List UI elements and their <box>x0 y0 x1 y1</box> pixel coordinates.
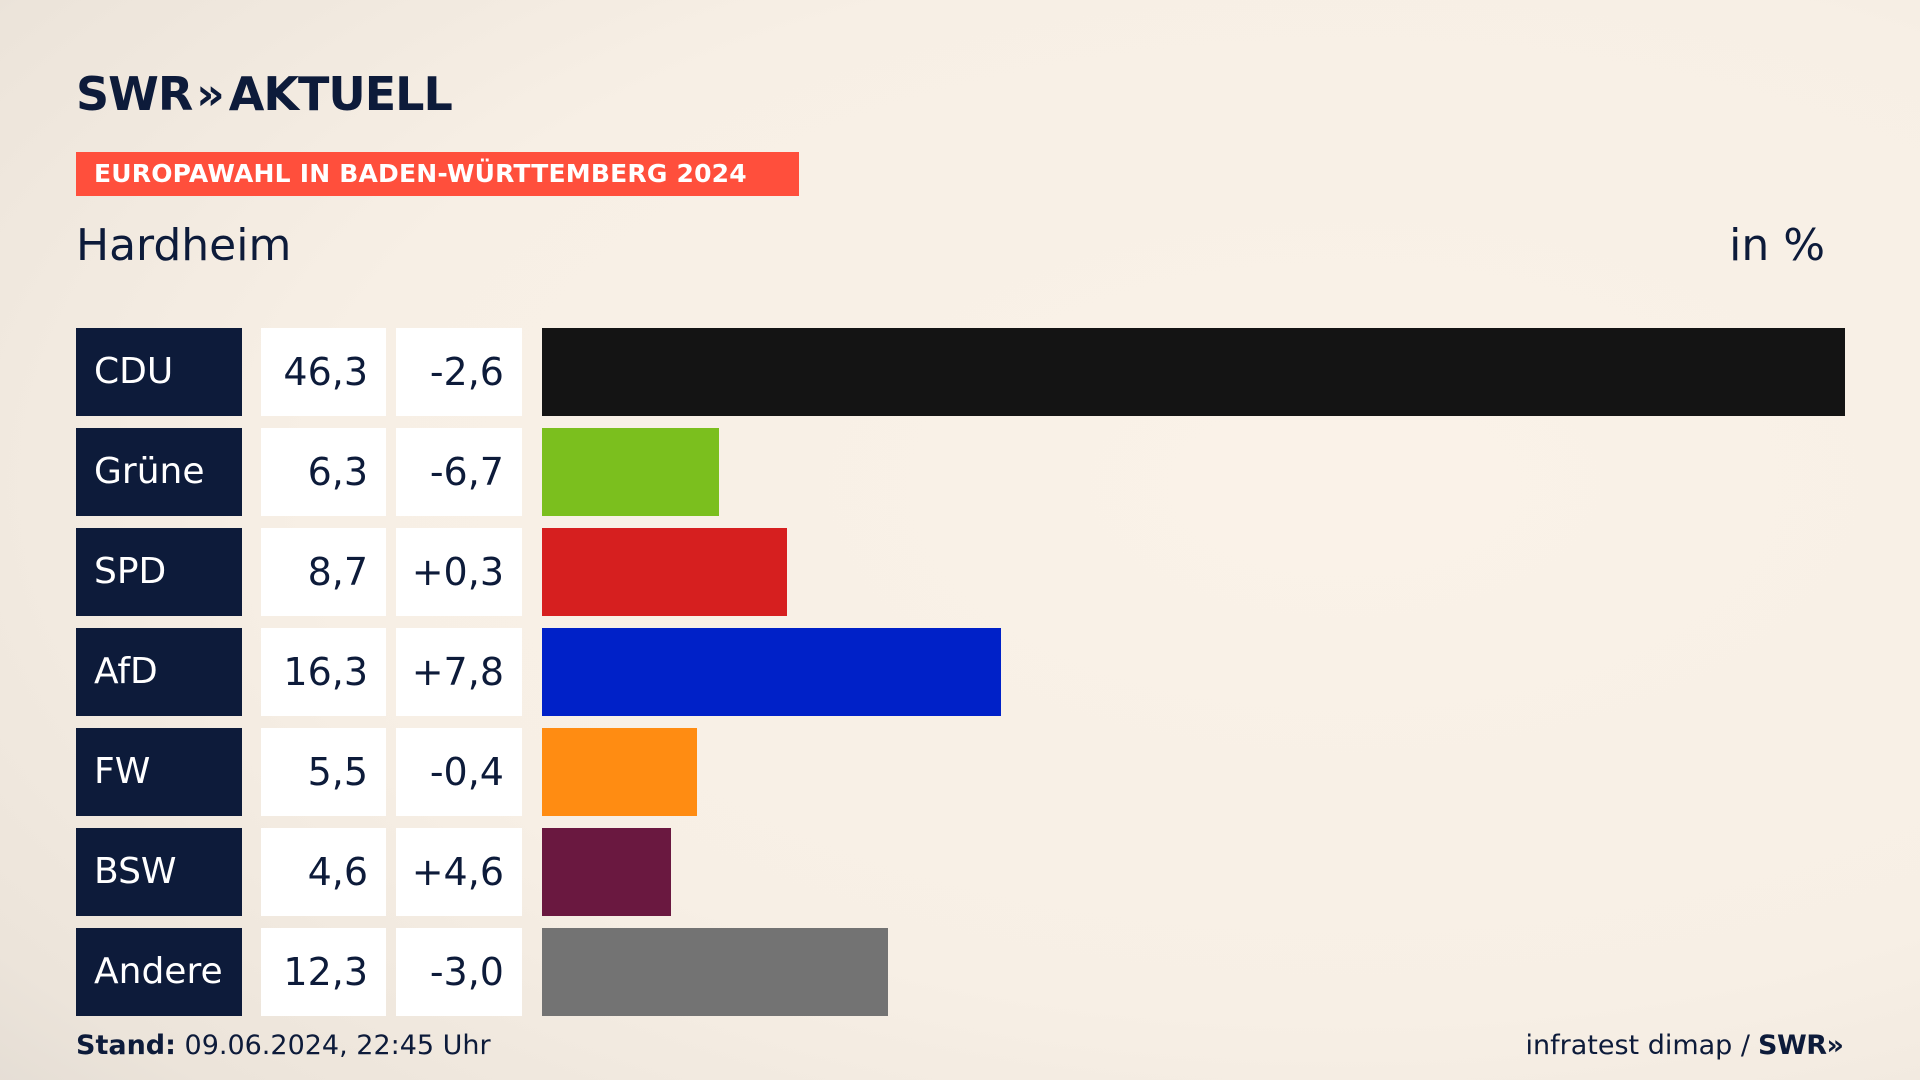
stand-label: Stand: <box>76 1030 176 1061</box>
vote-share-value: 12,3 <box>261 928 386 1016</box>
vote-change-value: +4,6 <box>396 828 522 916</box>
unit-label: in % <box>1729 220 1825 271</box>
vote-change-value: -2,6 <box>396 328 522 416</box>
party-label: AfD <box>76 628 242 716</box>
vote-share-bar <box>542 528 787 616</box>
source-credit: infratest dimap / SWR » <box>1526 1030 1845 1061</box>
vote-share-bar <box>542 428 719 516</box>
stand-value: 09.06.2024, 22:45 Uhr <box>184 1030 491 1061</box>
party-label: BSW <box>76 828 242 916</box>
source-text: infratest dimap / <box>1525 1030 1751 1061</box>
chevron-double-right-icon: » <box>1826 1030 1845 1061</box>
vote-share-bar <box>542 628 1001 716</box>
vote-share-value: 4,6 <box>261 828 386 916</box>
source-brand: SWR <box>1758 1030 1827 1061</box>
vote-share-value: 8,7 <box>261 528 386 616</box>
vote-share-value: 5,5 <box>261 728 386 816</box>
vote-share-value: 16,3 <box>261 628 386 716</box>
vote-share-bar <box>542 928 888 1016</box>
chart-row: AfD 16,3 +7,8 <box>76 628 1846 716</box>
vote-change-value: -6,7 <box>396 428 522 516</box>
party-label: FW <box>76 728 242 816</box>
vote-share-bar <box>542 828 671 916</box>
vote-change-value: -3,0 <box>396 928 522 1016</box>
region-title: Hardheim <box>76 220 292 271</box>
chart-row: CDU 46,3 -2,6 <box>76 328 1846 416</box>
logo-product: AKTUELL <box>228 67 453 121</box>
chevron-double-right-icon: » <box>196 68 225 120</box>
timestamp: Stand: 09.06.2024, 22:45 Uhr <box>76 1030 491 1061</box>
chart-row: Grüne 6,3 -6,7 <box>76 428 1846 516</box>
vote-share-value: 6,3 <box>261 428 386 516</box>
vote-change-value: -0,4 <box>396 728 522 816</box>
election-banner: EUROPAWAHL IN BADEN-WÜRTTEMBERG 2024 <box>76 152 799 196</box>
logo-brand: SWR <box>76 67 193 121</box>
chart-row: SPD 8,7 +0,3 <box>76 528 1846 616</box>
vote-share-value: 46,3 <box>261 328 386 416</box>
vote-change-value: +0,3 <box>396 528 522 616</box>
party-label: Andere <box>76 928 242 1016</box>
party-label: SPD <box>76 528 242 616</box>
vote-share-bar <box>542 728 697 816</box>
party-label: Grüne <box>76 428 242 516</box>
party-label: CDU <box>76 328 242 416</box>
vote-share-bar <box>542 328 1845 416</box>
vote-change-value: +7,8 <box>396 628 522 716</box>
swr-aktuell-logo: SWR » AKTUELL <box>76 66 453 122</box>
chart-row: FW 5,5 -0,4 <box>76 728 1846 816</box>
chart-row: BSW 4,6 +4,6 <box>76 828 1846 916</box>
chart-row: Andere 12,3 -3,0 <box>76 928 1846 1016</box>
